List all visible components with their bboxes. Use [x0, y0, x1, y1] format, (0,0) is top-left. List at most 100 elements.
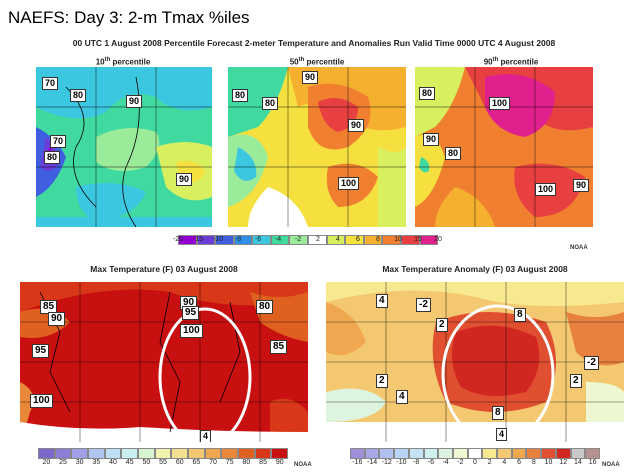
legend-swatch — [364, 448, 380, 459]
contour-label: 2 — [376, 374, 388, 388]
legend-swatch — [526, 448, 542, 459]
contour-label: 80 — [445, 147, 462, 160]
map-90th-percentile: 80 100 90 80 100 90 — [415, 67, 593, 227]
legend-swatch — [382, 235, 401, 245]
legend-swatch — [570, 448, 586, 459]
legend-value: 4 — [336, 236, 340, 243]
legend-value: 10 — [394, 236, 402, 243]
legend-swatch — [541, 448, 556, 459]
contour-label: 80 — [44, 151, 61, 164]
legend-swatch — [452, 448, 468, 459]
percentile-forecast-panel: 00 UTC 1 August 2008 Percentile Forecast… — [28, 33, 600, 253]
legend-value: 75 — [225, 459, 234, 466]
legend-swatch — [394, 448, 409, 459]
legend-value: 4 — [502, 459, 507, 466]
contour-label: 80 — [262, 97, 279, 110]
legend-swatch — [38, 448, 55, 459]
legend-swatch — [419, 235, 439, 245]
percentile-forecast-header: 00 UTC 1 August 2008 Percentile Forecast… — [72, 38, 556, 48]
legend-value: 65 — [192, 459, 201, 466]
contour-label: 100 — [489, 97, 511, 110]
legend-swatch — [104, 448, 122, 459]
legend-value: 2 — [487, 459, 492, 466]
contour-label: 8 — [514, 308, 526, 322]
legend-value: 70 — [209, 459, 217, 466]
contour-label: 90 — [176, 173, 193, 186]
map-title-90th: 90th percentile — [483, 57, 539, 67]
legend-swatch — [289, 235, 309, 245]
legend-swatch — [54, 448, 72, 459]
legend-value: -15 — [192, 236, 204, 243]
legend-value: -6 — [427, 459, 434, 466]
map-50th-percentile: 90 80 80 90 100 — [228, 67, 406, 227]
legend-value: -10 — [396, 459, 407, 466]
temperature-legend-labels: 20 25 30 35 40 45 50 55 60 65 70 75 80 85 90 — [38, 459, 288, 466]
legend-value: 25 — [59, 459, 67, 466]
contour-label: 85 — [270, 340, 288, 354]
legend-swatch — [345, 235, 364, 245]
legend-swatch — [482, 448, 498, 459]
legend-value: 85 — [259, 459, 267, 466]
legend-swatch — [379, 448, 395, 459]
noaa-credit: NOAA — [602, 462, 620, 468]
legend-swatch — [438, 448, 453, 459]
contour-label: 80 — [419, 87, 436, 100]
legend-value: 45 — [125, 459, 134, 466]
legend-value: 16 — [588, 459, 597, 466]
legend-swatch — [271, 448, 289, 459]
legend-swatch — [138, 448, 155, 459]
legend-swatch — [121, 448, 139, 459]
contour-label: -2 — [584, 356, 599, 370]
legend-value: 35 — [92, 459, 101, 466]
contour-label: 95 — [32, 344, 50, 358]
legend-value: 6 — [356, 236, 360, 243]
contour-label: 2 — [570, 374, 582, 388]
contour-label: 90 — [423, 133, 440, 146]
legend-value: 14 — [574, 459, 582, 466]
max-temperature-anomaly-title: Max Temperature Anomaly (F) 03 August 20… — [382, 264, 568, 274]
legend-value: -20 — [172, 236, 184, 243]
legend-value: -8 — [413, 459, 420, 466]
legend-swatch — [171, 448, 189, 459]
legend-value: -6 — [254, 236, 262, 243]
legend-value: 8 — [376, 236, 380, 243]
contour-label: 70 — [50, 135, 67, 148]
legend-value: 6 — [517, 459, 522, 466]
contour-label: 90 — [302, 71, 319, 84]
legend-value: -2 — [294, 236, 302, 243]
legend-swatch — [178, 235, 197, 245]
legend-value: -16 — [352, 459, 363, 466]
legend-swatch — [467, 448, 483, 459]
contour-label: 100 — [535, 183, 557, 196]
map-10th-percentile: 70 80 90 70 80 90 — [36, 67, 212, 227]
anomaly-color-legend — [350, 448, 600, 459]
contour-label: 8 — [492, 406, 504, 420]
max-temperature-panel: Max Temperature (F) 03 August 2008 85 90… — [16, 256, 312, 476]
contour-label: 4 — [496, 428, 508, 441]
legend-value: 20 — [434, 236, 442, 243]
legend-value: 30 — [75, 459, 84, 466]
legend-value: 15 — [414, 236, 422, 243]
legend-value: 2 — [316, 236, 320, 243]
max-temperature-title: Max Temperature (F) 03 August 2008 — [90, 264, 238, 274]
contour-label: 90 — [573, 179, 590, 192]
legend-swatch — [511, 448, 527, 459]
map-max-temperature: 85 90 90 95 80 100 95 85 100 4 — [20, 282, 308, 442]
legend-swatch — [408, 448, 424, 459]
anomaly-legend-labels: -16 -14 -12 -10 -8 -6 -4 -2 0 2 4 6 8 10 12 14 16 — [350, 459, 600, 466]
legend-swatch — [400, 235, 420, 245]
legend-swatch — [204, 448, 222, 459]
legend-swatch — [254, 448, 272, 459]
legend-value: 55 — [159, 459, 167, 466]
contour-label: 2 — [436, 318, 448, 332]
noaa-credit: NOAA — [294, 462, 312, 468]
legend-swatch — [252, 235, 271, 245]
legend-swatch — [270, 235, 290, 245]
legend-value: 90 — [275, 459, 284, 466]
map-title-10th: 10th percentile — [95, 57, 151, 67]
legend-swatch — [308, 235, 327, 245]
legend-swatch — [497, 448, 512, 459]
legend-value: 80 — [242, 459, 251, 466]
legend-value: 0 — [473, 459, 477, 466]
contour-label: 90 — [126, 95, 143, 108]
